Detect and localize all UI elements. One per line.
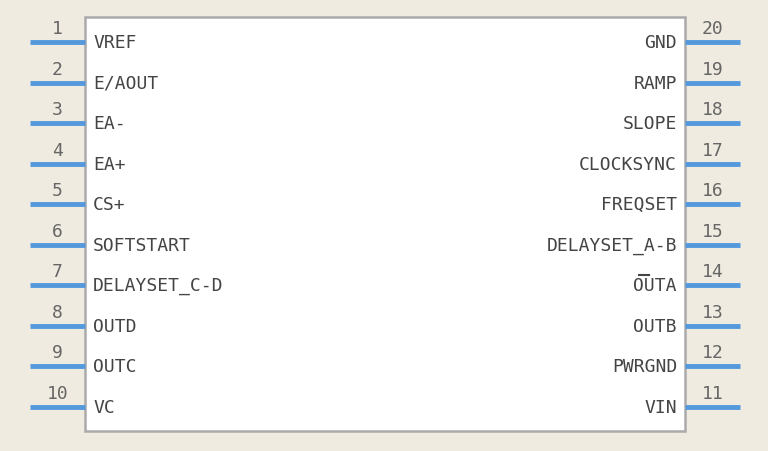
Text: FREQSET: FREQSET [601,196,677,214]
Text: VC: VC [93,398,114,416]
Text: 12: 12 [702,344,723,362]
Text: 19: 19 [702,60,723,78]
Text: EA+: EA+ [93,155,126,173]
Text: 2: 2 [52,60,63,78]
Text: 10: 10 [47,384,68,402]
Text: 3: 3 [52,101,63,119]
Text: GND: GND [644,34,677,52]
Text: 18: 18 [702,101,723,119]
Text: 16: 16 [702,182,723,200]
Text: VIN: VIN [644,398,677,416]
Text: CLOCKSYNC: CLOCKSYNC [579,155,677,173]
Text: OUTA: OUTA [634,277,677,295]
Text: RAMP: RAMP [634,74,677,92]
Text: E/AOUT: E/AOUT [93,74,158,92]
Text: 1: 1 [52,20,63,38]
Text: 5: 5 [52,182,63,200]
Text: EA-: EA- [93,115,126,133]
Text: 20: 20 [702,20,723,38]
Bar [85,18,685,431]
Text: 17: 17 [702,141,723,159]
Text: DELAYSET_C-D: DELAYSET_C-D [93,277,223,295]
Text: 6: 6 [52,222,63,240]
Text: 4: 4 [52,141,63,159]
Text: 15: 15 [702,222,723,240]
Text: 11: 11 [702,384,723,402]
Text: 13: 13 [702,303,723,321]
Text: 9: 9 [52,344,63,362]
Text: PWRGND: PWRGND [612,358,677,376]
Text: VREF: VREF [93,34,137,52]
Text: SLOPE: SLOPE [623,115,677,133]
Text: OUTD: OUTD [93,317,137,335]
Text: DELAYSET_A-B: DELAYSET_A-B [547,236,677,254]
Text: CS+: CS+ [93,196,126,214]
Text: 8: 8 [52,303,63,321]
Text: SOFTSTART: SOFTSTART [93,236,191,254]
Text: 14: 14 [702,263,723,281]
Text: OUTB: OUTB [634,317,677,335]
Text: 7: 7 [52,263,63,281]
Text: OUTC: OUTC [93,358,137,376]
